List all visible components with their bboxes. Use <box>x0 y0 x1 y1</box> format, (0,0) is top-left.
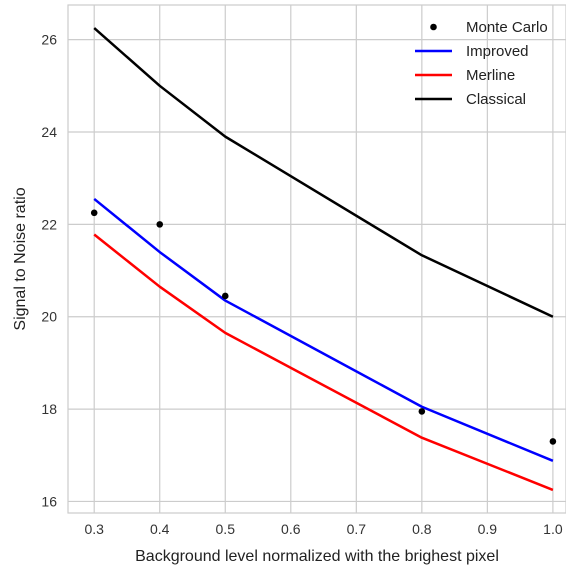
x-axis-label: Background level normalized with the bri… <box>135 548 499 565</box>
data-point-monte-carlo <box>549 438 557 445</box>
data-point-monte-carlo <box>221 292 229 300</box>
series-line-improved <box>93 197 554 462</box>
x-tick-label: 0.3 <box>84 521 104 537</box>
y-tick-label: 16 <box>41 493 57 509</box>
y-tick-label: 24 <box>41 124 57 140</box>
series-line-merline <box>93 233 554 492</box>
y-tick-label: 18 <box>41 401 57 417</box>
x-tick-label: 0.9 <box>478 521 498 537</box>
data-point-monte-carlo <box>156 221 164 228</box>
x-tick-label: 0.6 <box>281 521 301 537</box>
series-line-classical <box>93 27 554 318</box>
y-axis-label: Signal to Noise ratio <box>12 187 29 330</box>
x-tick-label: 0.8 <box>412 521 432 537</box>
x-tick-label: 0.4 <box>150 521 170 537</box>
x-tick-label: 0.7 <box>347 521 367 537</box>
legend-label-classical: Classical <box>466 91 526 108</box>
legend: Monte Carlo Improved Merline Classical <box>415 19 548 108</box>
y-tick-label: 20 <box>41 309 57 325</box>
legend-label-improved: Improved <box>466 43 529 60</box>
grid <box>68 5 566 513</box>
legend-label-merline: Merline <box>466 67 515 84</box>
series-layer <box>90 27 557 492</box>
data-point-monte-carlo <box>418 408 426 415</box>
legend-label-monte-carlo: Monte Carlo <box>466 19 548 36</box>
x-tick-label: 0.5 <box>216 521 236 537</box>
legend-marker-monte-carlo <box>430 23 437 31</box>
y-tick-label: 26 <box>41 32 57 48</box>
x-tick-label: 1.0 <box>543 521 563 537</box>
tick-labels: 0.3 0.4 0.5 0.6 0.7 0.8 0.9 1.0 16 18 20 22 24 26 <box>41 32 562 537</box>
y-tick-label: 22 <box>41 216 57 232</box>
data-point-monte-carlo <box>90 209 98 217</box>
plot-area <box>67 4 566 514</box>
